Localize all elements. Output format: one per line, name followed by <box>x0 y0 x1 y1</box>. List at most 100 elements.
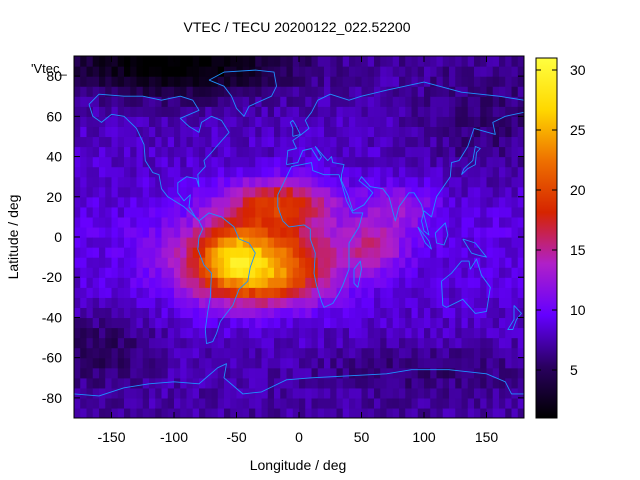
heatmap-cell <box>311 116 319 127</box>
heatmap-cell <box>342 196 350 208</box>
heatmap-cell <box>299 327 306 339</box>
heatmap-cell <box>505 126 513 138</box>
heatmap-cell <box>149 216 156 228</box>
heatmap-cell <box>280 56 288 67</box>
heatmap-cell <box>299 166 306 178</box>
heatmap-cell <box>211 387 219 399</box>
heatmap-cell <box>155 216 163 228</box>
heatmap-cell <box>130 397 138 409</box>
heatmap-cell <box>311 56 319 67</box>
heatmap-cell <box>299 156 306 168</box>
heatmap-cell <box>449 86 456 97</box>
heatmap-cell <box>74 86 81 97</box>
heatmap-cell <box>505 347 513 359</box>
heatmap-cell <box>149 176 156 188</box>
heatmap-cell <box>111 96 119 107</box>
heatmap-cell <box>436 136 444 148</box>
heatmap-cell <box>342 247 350 258</box>
heatmap-cell <box>255 56 263 67</box>
heatmap-cell <box>305 66 313 77</box>
heatmap-cell <box>380 377 388 389</box>
heatmap-cell <box>217 106 225 117</box>
heatmap-cell <box>405 277 413 288</box>
heatmap-cell <box>317 377 325 389</box>
heatmap-cell <box>486 76 494 87</box>
heatmap-cell <box>80 156 88 168</box>
heatmap-cell <box>261 186 269 198</box>
heatmap-cell <box>86 337 94 349</box>
heatmap-cell <box>130 56 138 67</box>
heatmap-cell <box>236 317 244 329</box>
heatmap-cell <box>449 287 456 298</box>
heatmap-cell <box>442 136 450 148</box>
heatmap-cell <box>86 307 94 319</box>
heatmap-cell <box>99 277 106 288</box>
heatmap-cell <box>436 76 444 87</box>
heatmap-cell <box>405 66 413 77</box>
heatmap-cell <box>467 327 475 339</box>
heatmap-cell <box>342 357 350 369</box>
heatmap-cell <box>455 327 463 339</box>
heatmap-cell <box>355 327 363 339</box>
heatmap-cell <box>486 166 494 178</box>
heatmap-cell <box>374 247 381 258</box>
heatmap-cell <box>499 86 506 97</box>
heatmap-cell <box>92 387 100 399</box>
heatmap-cell <box>324 106 331 117</box>
heatmap-cell <box>417 377 425 389</box>
heatmap-cell <box>467 56 475 67</box>
heatmap-cell <box>205 116 213 127</box>
heatmap-cell <box>174 377 181 389</box>
heatmap-cell <box>124 66 131 77</box>
heatmap-cell <box>355 186 363 198</box>
heatmap-cell <box>280 297 288 308</box>
heatmap-cell <box>249 307 256 319</box>
y-tick-label: -60 <box>42 350 62 366</box>
heatmap-cell <box>274 66 281 77</box>
heatmap-cell <box>86 407 94 418</box>
heatmap-cell <box>499 297 506 308</box>
heatmap-cell <box>99 146 106 158</box>
heatmap-cell <box>367 327 375 339</box>
x-tick-label: 100 <box>412 429 436 445</box>
heatmap-cell <box>117 86 125 97</box>
heatmap-cell <box>386 287 394 298</box>
heatmap-cell <box>249 76 256 87</box>
heatmap-cell <box>224 116 231 127</box>
heatmap-cell <box>217 176 225 188</box>
heatmap-cell <box>449 357 456 369</box>
heatmap-cell <box>324 387 331 399</box>
heatmap-cell <box>442 297 450 308</box>
heatmap-cell <box>461 277 469 288</box>
heatmap-cell <box>274 136 281 148</box>
heatmap-cell <box>236 327 244 339</box>
heatmap-cell <box>405 287 413 298</box>
heatmap-cell <box>499 66 506 77</box>
heatmap-cell <box>161 216 169 228</box>
heatmap-cell <box>186 136 194 148</box>
heatmap-cell <box>292 106 300 117</box>
heatmap-cell <box>249 327 256 339</box>
heatmap-cell <box>149 287 156 298</box>
heatmap-cell <box>492 397 500 409</box>
heatmap-cell <box>224 267 231 278</box>
heatmap-cell <box>480 247 488 258</box>
heatmap-cell <box>330 407 338 418</box>
heatmap-cell <box>430 337 438 349</box>
heatmap-cell <box>280 387 288 399</box>
heatmap-cell <box>424 96 431 107</box>
heatmap-cell <box>480 347 488 359</box>
heatmap-cell <box>105 66 113 77</box>
heatmap-cell <box>380 387 388 399</box>
heatmap-cell <box>305 377 313 389</box>
heatmap-cell <box>111 387 119 399</box>
heatmap-cell <box>424 126 431 138</box>
heatmap-cell <box>117 237 125 248</box>
heatmap-cell <box>430 327 438 339</box>
heatmap-cell <box>211 317 219 329</box>
heatmap-cell <box>324 347 331 359</box>
heatmap-cell <box>430 186 438 198</box>
heatmap-cell <box>205 257 213 268</box>
heatmap-cell <box>305 86 313 97</box>
heatmap-cell <box>255 357 263 369</box>
